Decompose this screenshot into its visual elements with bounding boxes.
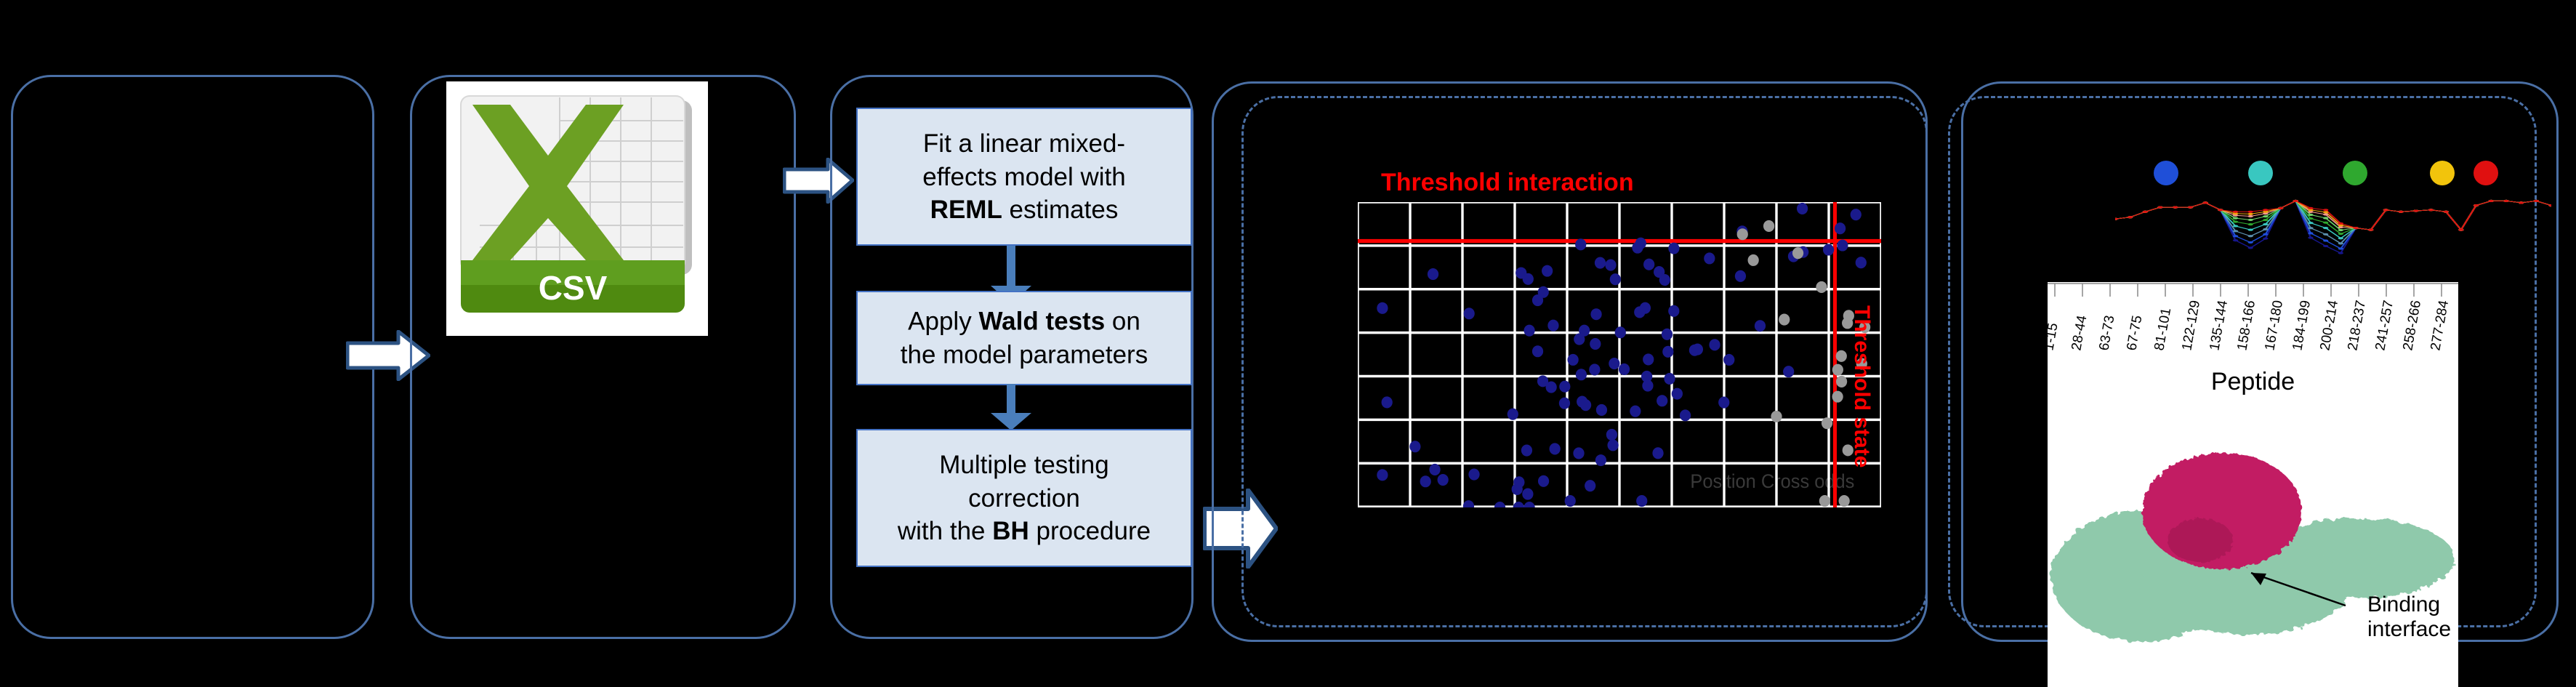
svg-text:Binding: Binding (2367, 592, 2440, 616)
svg-text:interface: interface (2367, 617, 2451, 641)
svg-text:CSV: CSV (539, 269, 608, 307)
